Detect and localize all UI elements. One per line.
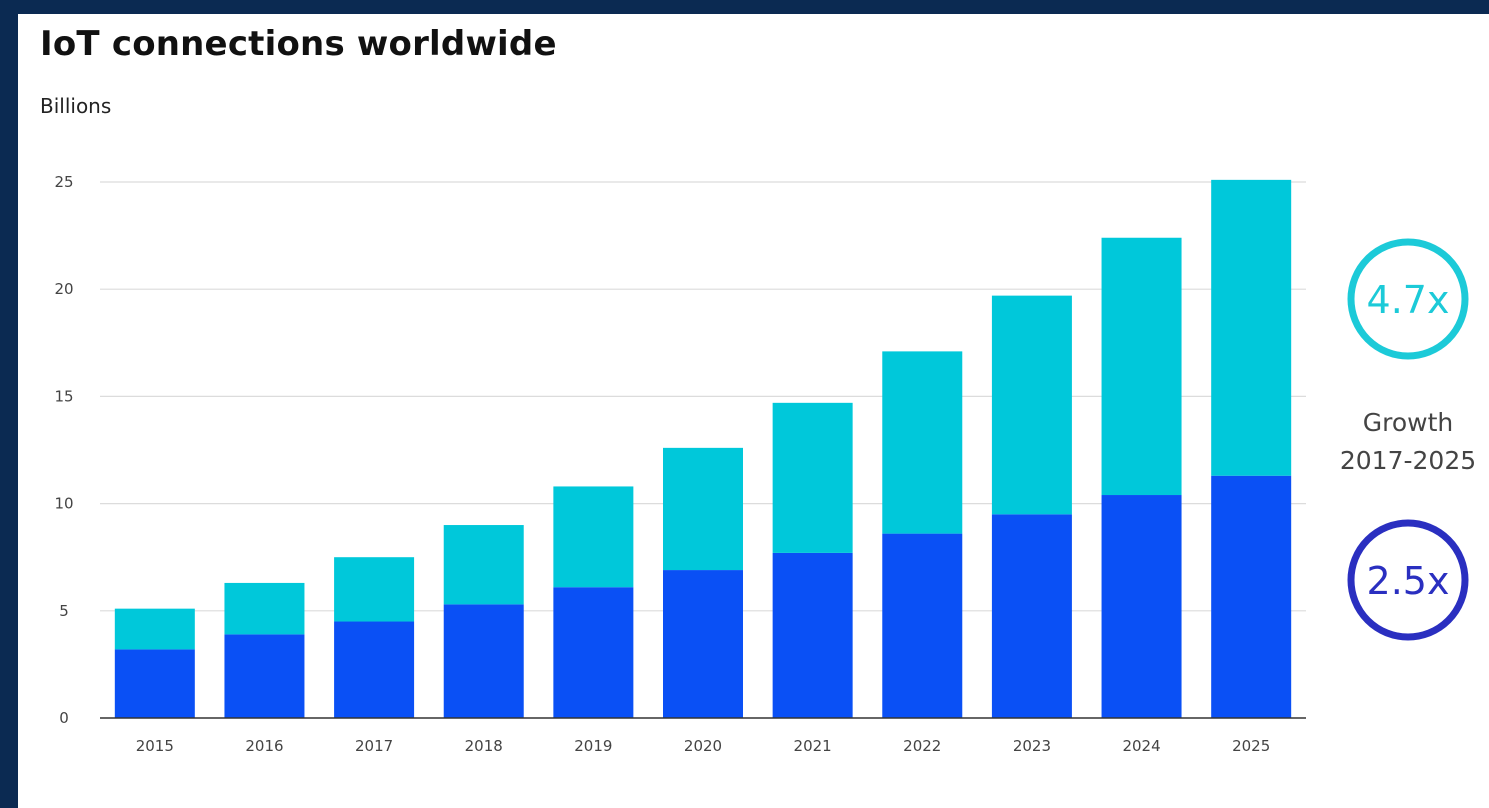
bar-2015-segment-2 bbox=[114, 608, 195, 650]
x-tick-label: 2015 bbox=[136, 737, 174, 755]
y-tick-label: 5 bbox=[59, 602, 69, 620]
chart-unit-label: Billions bbox=[40, 94, 112, 118]
x-tick-label: 2023 bbox=[1013, 737, 1051, 755]
bar-2023-segment-2 bbox=[991, 295, 1072, 515]
x-tick-label: 2018 bbox=[465, 737, 503, 755]
bar-2022-segment-2 bbox=[882, 351, 963, 534]
bar-2020-segment-2 bbox=[663, 447, 743, 571]
bar-2018-segment-1 bbox=[443, 604, 524, 718]
bar-2016-segment-1 bbox=[224, 634, 305, 718]
growth-badge-top-label: 4.7x bbox=[1367, 278, 1450, 322]
x-tick-label: 2024 bbox=[1122, 737, 1160, 755]
bar-2016-segment-2 bbox=[224, 582, 305, 635]
x-axis-ticks: 2015 2016 2017 2018 2019 2020 2021 2022 2023 2024… bbox=[136, 737, 1271, 755]
x-tick-label: 2016 bbox=[245, 737, 283, 755]
bars bbox=[114, 179, 1292, 718]
x-tick-label: 2025 bbox=[1232, 737, 1270, 755]
x-tick-label: 2017 bbox=[355, 737, 393, 755]
bar-2021-segment-1 bbox=[772, 552, 853, 718]
y-tick-label: 0 bbox=[59, 709, 69, 727]
bar-2025-segment-1 bbox=[1211, 475, 1292, 718]
y-tick-label: 20 bbox=[54, 280, 73, 298]
x-tick-label: 2022 bbox=[903, 737, 941, 755]
growth-label-line-2: 2017-2025 bbox=[1340, 446, 1476, 475]
chart-title: IoT connections worldwide bbox=[40, 24, 557, 64]
chart-panel: IoT connections worldwide Billions 0 5 10 1… bbox=[18, 14, 1489, 808]
x-tick-label: 2021 bbox=[794, 737, 832, 755]
growth-badge-bottom-label: 2.5x bbox=[1367, 559, 1450, 603]
bar-2022-segment-1 bbox=[882, 533, 963, 718]
bar-2020-segment-1 bbox=[663, 570, 743, 718]
bar-2015-segment-1 bbox=[114, 649, 195, 718]
bar-2025-segment-2 bbox=[1211, 179, 1292, 476]
bar-2019-segment-1 bbox=[553, 587, 634, 718]
x-tick-label: 2020 bbox=[684, 737, 722, 755]
x-tick-label: 2019 bbox=[574, 737, 612, 755]
bar-2018-segment-2 bbox=[443, 525, 524, 605]
growth-badge-top-circle bbox=[1347, 238, 1469, 360]
y-axis-ticks: 0 5 10 15 20 25 bbox=[54, 173, 73, 727]
growth-badge-bottom-circle bbox=[1347, 519, 1469, 641]
y-tick-label: 15 bbox=[54, 387, 73, 405]
y-tick-label: 10 bbox=[54, 495, 73, 513]
bar-2019-segment-2 bbox=[553, 486, 634, 588]
bar-2017-segment-2 bbox=[334, 557, 415, 622]
growth-annotations: 4.7x Growth 2017-2025 2.5x bbox=[1340, 238, 1476, 641]
y-tick-label: 25 bbox=[54, 173, 73, 191]
bar-2023-segment-1 bbox=[991, 514, 1072, 718]
bar-2017-segment-1 bbox=[334, 621, 415, 718]
bar-2021-segment-2 bbox=[772, 402, 853, 553]
bar-2024-segment-2 bbox=[1101, 237, 1182, 496]
growth-label-line-1: Growth bbox=[1363, 408, 1454, 437]
bar-2024-segment-1 bbox=[1101, 495, 1182, 718]
